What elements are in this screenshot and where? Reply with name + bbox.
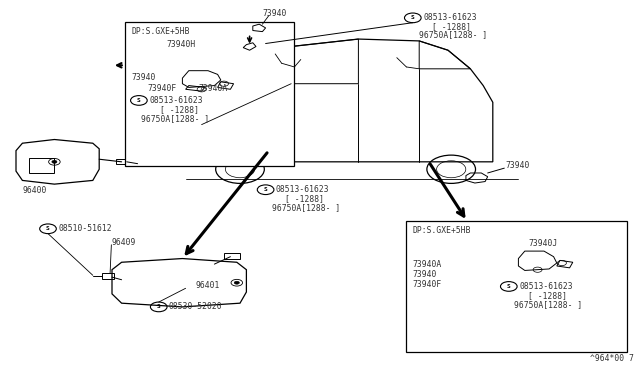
Text: 96750A[1288- ]: 96750A[1288- ] xyxy=(141,115,209,124)
Text: 73940: 73940 xyxy=(131,73,156,81)
Text: 73940J: 73940J xyxy=(528,239,557,248)
Text: DP:S.GXE+5HB: DP:S.GXE+5HB xyxy=(413,226,471,235)
Text: S: S xyxy=(137,98,141,103)
Text: [ -1288]: [ -1288] xyxy=(432,22,471,31)
Text: 73940A: 73940A xyxy=(198,84,228,93)
Circle shape xyxy=(52,160,57,163)
Text: 73940F: 73940F xyxy=(147,84,177,93)
Text: [ -1288]: [ -1288] xyxy=(160,105,199,114)
Text: S: S xyxy=(46,226,50,231)
Text: S: S xyxy=(507,284,511,289)
FancyBboxPatch shape xyxy=(125,22,294,166)
Text: 73940: 73940 xyxy=(413,270,437,279)
Text: DP:S.GXE+5HB: DP:S.GXE+5HB xyxy=(131,27,189,36)
Text: 08513-61623: 08513-61623 xyxy=(519,282,573,291)
Text: 73940: 73940 xyxy=(262,9,287,17)
Text: 08510-51612: 08510-51612 xyxy=(58,224,112,233)
Text: 08513-61623: 08513-61623 xyxy=(149,96,203,105)
Text: 96750A[1288- ]: 96750A[1288- ] xyxy=(419,31,488,39)
Text: 96750A[1288- ]: 96750A[1288- ] xyxy=(514,301,582,310)
Text: 73940H: 73940H xyxy=(166,40,196,49)
Text: 96409: 96409 xyxy=(112,238,136,247)
Circle shape xyxy=(234,281,239,284)
Text: 73940: 73940 xyxy=(506,161,530,170)
Text: [ -1288]: [ -1288] xyxy=(528,291,567,300)
Text: 08513-61623: 08513-61623 xyxy=(423,13,477,22)
Text: 96401: 96401 xyxy=(195,281,220,290)
Text: S: S xyxy=(157,304,161,310)
Text: ^964*00 7: ^964*00 7 xyxy=(589,354,634,363)
Text: S: S xyxy=(411,15,415,20)
Text: 96400: 96400 xyxy=(22,186,47,195)
Text: 96750A[1288- ]: 96750A[1288- ] xyxy=(272,203,340,212)
FancyBboxPatch shape xyxy=(406,221,627,352)
Text: [ -1288]: [ -1288] xyxy=(285,194,324,203)
Text: 08530-52020: 08530-52020 xyxy=(169,302,223,311)
Text: 73940F: 73940F xyxy=(413,280,442,289)
Text: S: S xyxy=(264,187,268,192)
Text: 08513-61623: 08513-61623 xyxy=(276,185,330,194)
Text: 73940A: 73940A xyxy=(413,260,442,269)
